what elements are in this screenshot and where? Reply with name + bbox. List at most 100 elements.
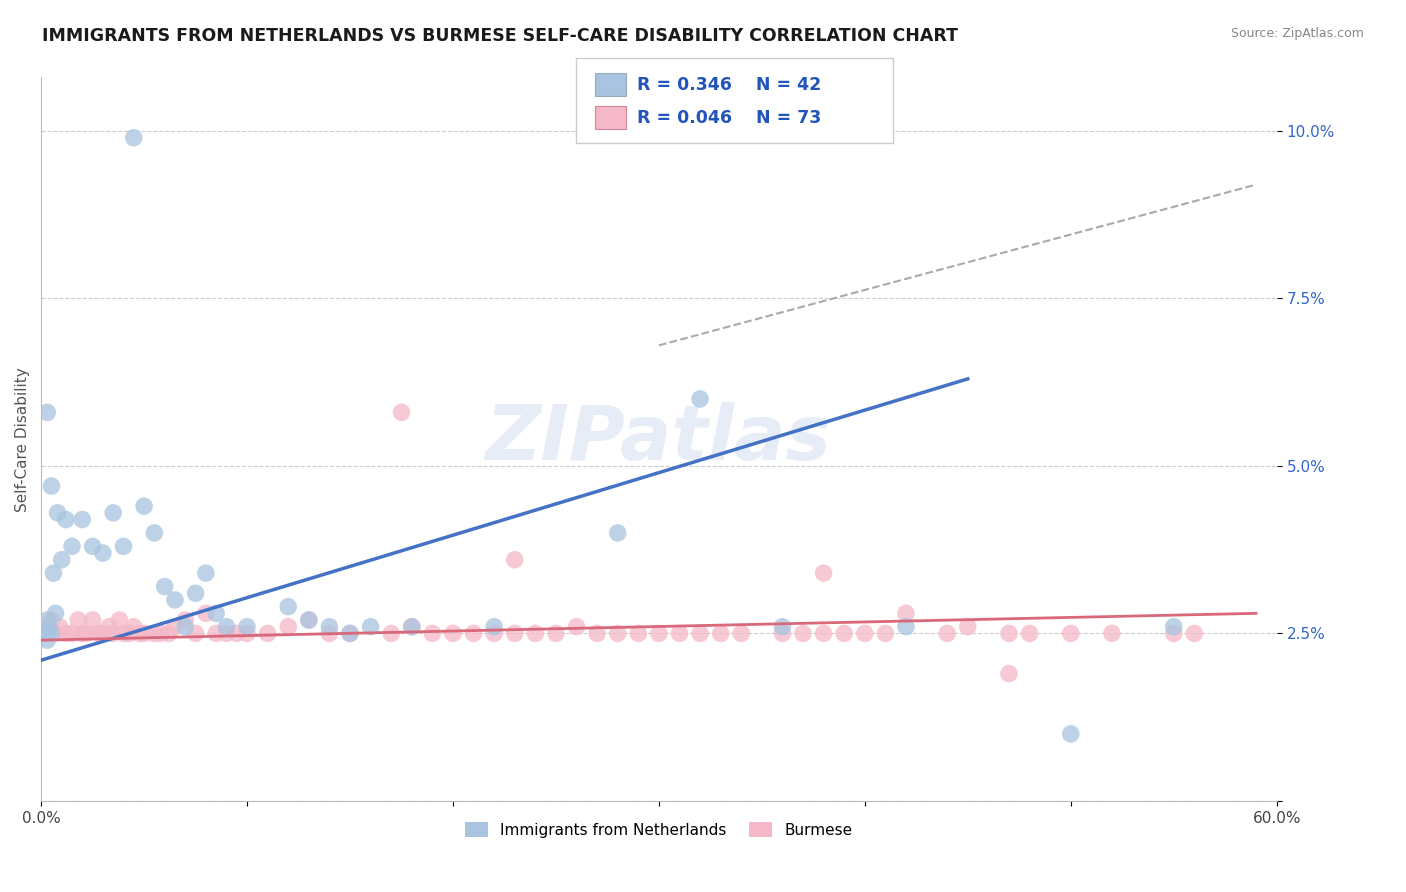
Point bbox=[1060, 626, 1083, 640]
Point bbox=[194, 607, 217, 621]
Y-axis label: Self-Care Disability: Self-Care Disability bbox=[15, 367, 30, 511]
Text: R = 0.346    N = 42: R = 0.346 N = 42 bbox=[637, 76, 821, 94]
Point bbox=[401, 620, 423, 634]
Point bbox=[1182, 626, 1205, 640]
Point bbox=[34, 626, 56, 640]
Point bbox=[1101, 626, 1123, 640]
Text: Source: ZipAtlas.com: Source: ZipAtlas.com bbox=[1230, 27, 1364, 40]
Point bbox=[298, 613, 321, 627]
Point bbox=[44, 607, 66, 621]
Point bbox=[37, 405, 59, 419]
Point bbox=[668, 626, 690, 640]
Point bbox=[339, 626, 361, 640]
Point bbox=[215, 620, 238, 634]
Point bbox=[277, 599, 299, 614]
Point bbox=[41, 479, 63, 493]
Point bbox=[832, 626, 855, 640]
Point bbox=[143, 626, 166, 640]
Point bbox=[82, 613, 104, 627]
Point bbox=[772, 620, 794, 634]
Point bbox=[339, 626, 361, 640]
Point bbox=[82, 539, 104, 553]
Point bbox=[318, 626, 340, 640]
Point bbox=[205, 607, 228, 621]
Point bbox=[112, 539, 135, 553]
Point bbox=[132, 626, 155, 640]
Text: ZIPatlas: ZIPatlas bbox=[486, 402, 832, 476]
Point bbox=[627, 626, 650, 640]
Point bbox=[236, 626, 259, 640]
Legend: Immigrants from Netherlands, Burmese: Immigrants from Netherlands, Burmese bbox=[458, 815, 859, 844]
Point bbox=[108, 613, 131, 627]
Point bbox=[503, 553, 526, 567]
Point bbox=[391, 405, 413, 419]
Point bbox=[103, 626, 125, 640]
Text: R = 0.046    N = 73: R = 0.046 N = 73 bbox=[637, 109, 821, 127]
Point bbox=[360, 620, 382, 634]
Point bbox=[143, 525, 166, 540]
Point bbox=[174, 620, 197, 634]
Point bbox=[894, 607, 917, 621]
Point bbox=[524, 626, 547, 640]
Point bbox=[792, 626, 814, 640]
Point bbox=[41, 613, 63, 627]
Point bbox=[853, 626, 876, 640]
Point bbox=[586, 626, 609, 640]
Point bbox=[1060, 727, 1083, 741]
Point bbox=[55, 626, 77, 640]
Point bbox=[153, 580, 176, 594]
Point bbox=[772, 626, 794, 640]
Point bbox=[936, 626, 959, 640]
Point bbox=[225, 626, 247, 640]
Point bbox=[37, 633, 59, 648]
Point bbox=[482, 626, 505, 640]
Point bbox=[37, 620, 59, 634]
Point bbox=[41, 626, 63, 640]
Point bbox=[256, 626, 278, 640]
Point bbox=[55, 512, 77, 526]
Point bbox=[163, 593, 186, 607]
Point bbox=[298, 613, 321, 627]
Point bbox=[163, 620, 186, 634]
Point bbox=[72, 512, 94, 526]
Point bbox=[215, 626, 238, 640]
Point bbox=[37, 613, 59, 627]
Point bbox=[318, 620, 340, 634]
Point bbox=[875, 626, 897, 640]
Point bbox=[132, 499, 155, 513]
Point bbox=[441, 626, 464, 640]
Point bbox=[67, 613, 90, 627]
Point bbox=[730, 626, 752, 640]
Point bbox=[1163, 620, 1185, 634]
Point bbox=[1163, 626, 1185, 640]
Point bbox=[956, 620, 979, 634]
Point bbox=[482, 620, 505, 634]
Point bbox=[91, 546, 114, 560]
Point bbox=[205, 626, 228, 640]
Point bbox=[503, 626, 526, 640]
Point bbox=[118, 626, 141, 640]
Point bbox=[401, 620, 423, 634]
Point bbox=[689, 626, 711, 640]
Point bbox=[998, 666, 1021, 681]
Point bbox=[813, 566, 835, 581]
Point bbox=[98, 620, 121, 634]
Point bbox=[51, 553, 73, 567]
Point bbox=[60, 539, 83, 553]
Point bbox=[91, 626, 114, 640]
Point bbox=[157, 626, 180, 640]
Point bbox=[813, 626, 835, 640]
Point bbox=[463, 626, 485, 640]
Point bbox=[998, 626, 1021, 640]
Point bbox=[42, 566, 65, 581]
Point bbox=[710, 626, 733, 640]
Point bbox=[87, 626, 110, 640]
Point bbox=[565, 620, 588, 634]
Point bbox=[422, 626, 444, 640]
Text: IMMIGRANTS FROM NETHERLANDS VS BURMESE SELF-CARE DISABILITY CORRELATION CHART: IMMIGRANTS FROM NETHERLANDS VS BURMESE S… bbox=[42, 27, 957, 45]
Point bbox=[60, 626, 83, 640]
Point bbox=[606, 525, 628, 540]
Point bbox=[184, 626, 207, 640]
Point bbox=[103, 506, 125, 520]
Point bbox=[648, 626, 671, 640]
